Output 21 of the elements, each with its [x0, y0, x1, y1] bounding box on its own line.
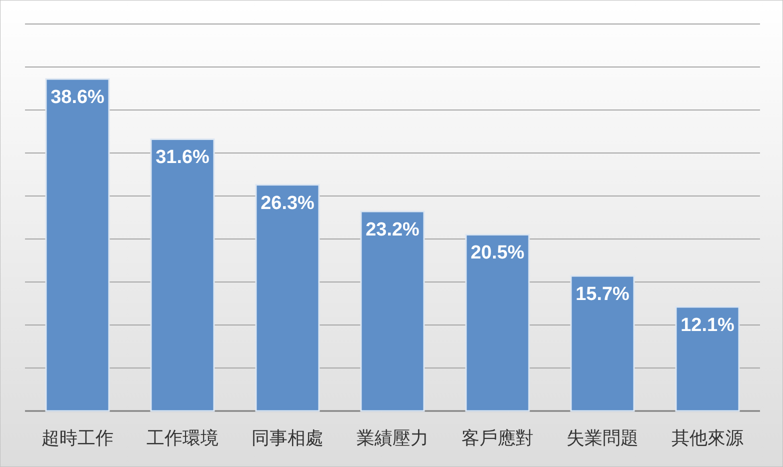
- x-tick-label: 同事相處: [252, 428, 324, 449]
- data-label: 12.1%: [680, 314, 735, 336]
- x-tick-label: 工作環境: [146, 428, 218, 449]
- data-label: 31.6%: [156, 147, 210, 168]
- bar: [45, 78, 110, 412]
- bar: [465, 234, 530, 412]
- x-tick-label: 超時工作: [42, 428, 114, 449]
- data-label: 15.7%: [576, 284, 630, 305]
- bar: [150, 138, 215, 412]
- bar: [255, 184, 320, 412]
- data-label: 20.5%: [470, 242, 525, 264]
- x-tick-label: 客戶應對: [462, 428, 534, 449]
- bar: [675, 306, 740, 412]
- x-tick-label: 業績壓力: [356, 428, 428, 449]
- x-tick-label: 失業問題: [566, 428, 638, 449]
- bar: [360, 210, 425, 412]
- bar: [570, 275, 635, 412]
- data-label: 23.2%: [366, 219, 420, 240]
- data-label: 26.3%: [260, 192, 315, 214]
- x-tick-label: 其他來源: [672, 428, 744, 449]
- data-label: 38.6%: [50, 87, 105, 108]
